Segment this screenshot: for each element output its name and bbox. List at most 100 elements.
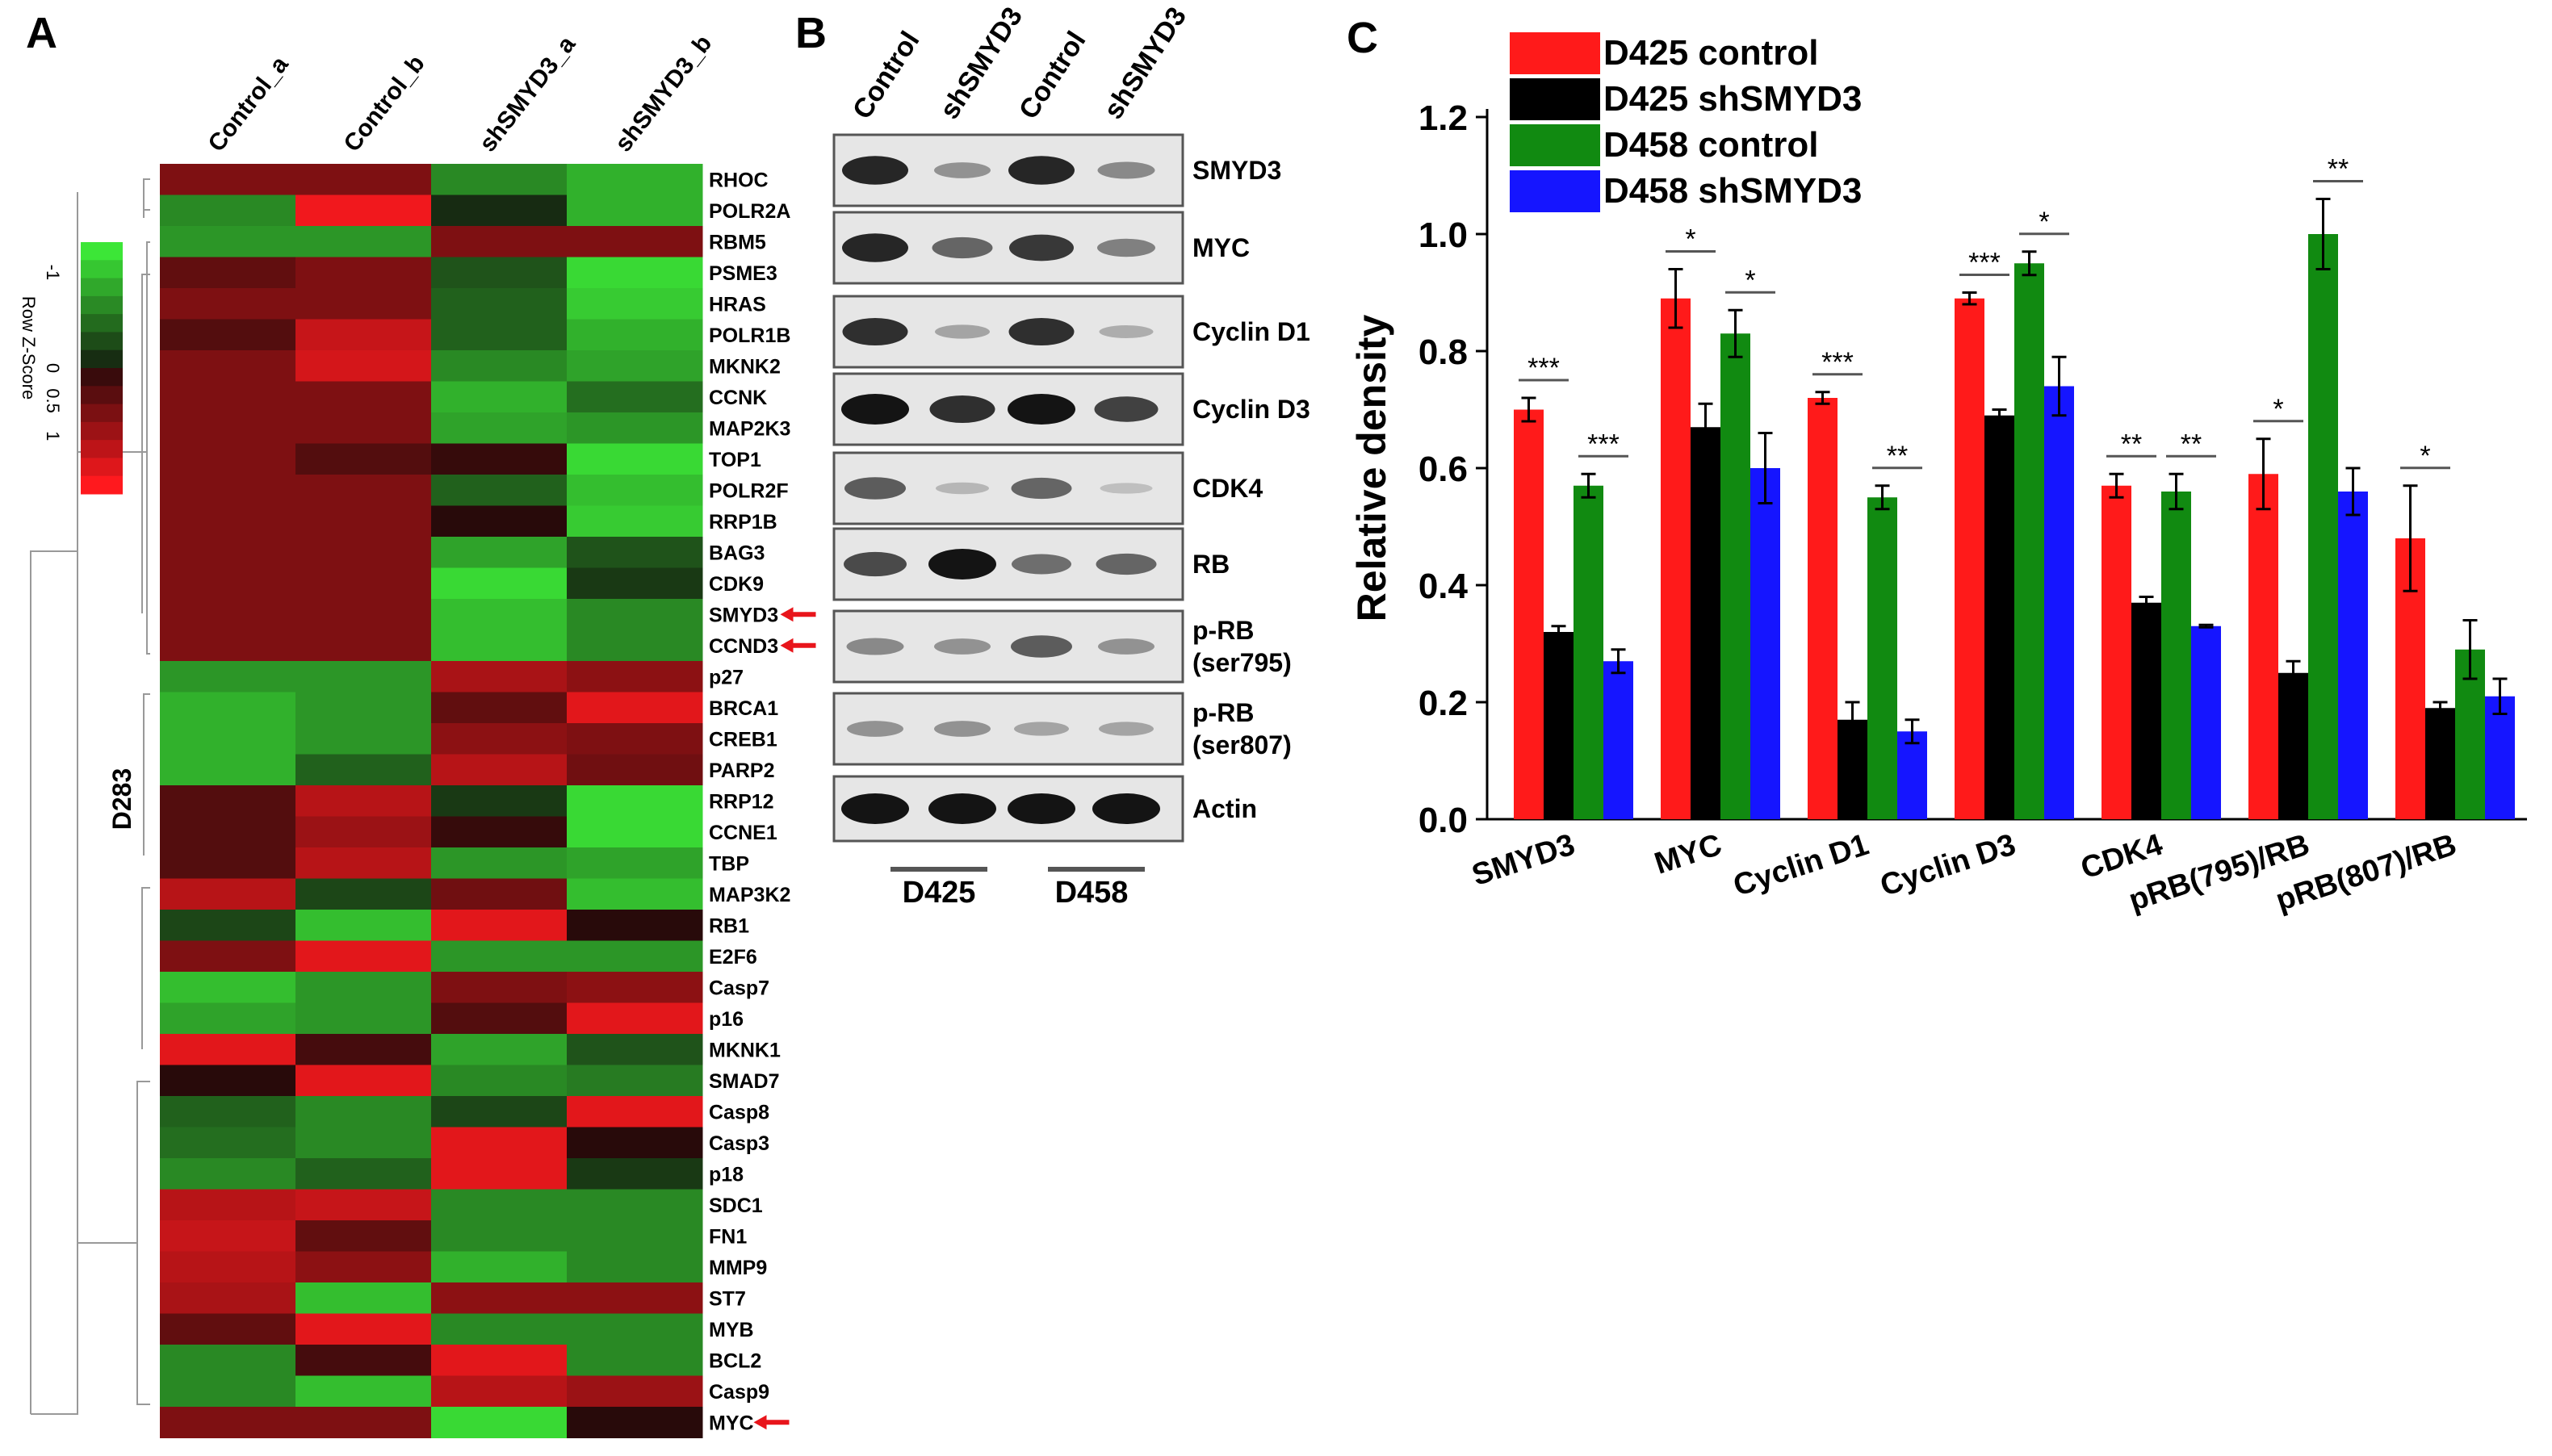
- significance-label: *: [1745, 265, 1755, 295]
- gene-label: HRAS: [709, 293, 766, 316]
- bar: [1720, 333, 1750, 819]
- heatmap-cell: [295, 1158, 432, 1190]
- blot-band: [934, 162, 991, 178]
- blot-band: [1098, 638, 1154, 655]
- panel-label-c: C: [1347, 14, 1378, 62]
- heatmap-cell: [160, 910, 296, 941]
- column-label: Control_b: [339, 50, 430, 157]
- panel-label-a: A: [26, 9, 57, 57]
- significance-label: ***: [1527, 353, 1560, 383]
- legend-label: D425 shSMYD3: [1603, 79, 1862, 119]
- blot-band: [1011, 635, 1072, 658]
- heatmap-cell: [567, 475, 703, 506]
- heatmap-cell: [567, 910, 703, 941]
- heatmap-cell: [431, 381, 568, 413]
- heatmap-cell: [295, 940, 432, 973]
- blot-band: [842, 317, 908, 346]
- heatmap-cell: [160, 1002, 296, 1035]
- heatmap-cell: [160, 972, 296, 1003]
- heatmap-cell: [431, 1220, 568, 1252]
- gene-label: Casp8: [709, 1101, 769, 1123]
- heatmap-cell: [295, 412, 432, 444]
- heatmap-cell: [567, 1158, 703, 1190]
- y-tick-label: 0.0: [1418, 801, 1468, 840]
- significance-label: *: [1685, 224, 1695, 255]
- legend-swatch: [1510, 32, 1600, 74]
- gene-label: Casp7: [709, 977, 769, 999]
- heatmap-cell: [567, 257, 703, 289]
- gene-label: p16: [709, 1008, 744, 1031]
- blot-band: [841, 394, 909, 425]
- heatmap-cell: [431, 1282, 568, 1314]
- heatmap-cell: [567, 226, 703, 257]
- heatmap-cell: [160, 785, 296, 817]
- gene-label: PSME3: [709, 262, 777, 285]
- blot-band: [844, 477, 906, 500]
- bar: [1750, 468, 1780, 819]
- blot-label: Actin: [1192, 794, 1257, 823]
- heatmap-cell: [431, 910, 568, 941]
- bar: [1544, 632, 1574, 819]
- heatmap-cell: [160, 319, 296, 351]
- gene-label: MMP9: [709, 1257, 767, 1279]
- heatmap-cell: [431, 164, 568, 195]
- red-arrow-icon: [780, 607, 816, 622]
- heatmap-cell: [567, 1313, 703, 1345]
- dendrogram-branch: [143, 693, 150, 856]
- heatmap-cell: [160, 195, 296, 227]
- blot-label: CDK4: [1192, 474, 1263, 503]
- heatmap-cell: [295, 1065, 432, 1097]
- heatmap-cell: [431, 505, 568, 538]
- heatmap-cell: [295, 350, 432, 382]
- gene-label: E2F6: [709, 946, 757, 969]
- bar: [1661, 298, 1691, 819]
- heatmap-cell: [567, 567, 703, 600]
- blot-band: [1094, 396, 1159, 422]
- blot-band: [1008, 793, 1075, 824]
- blot-band: [1012, 554, 1071, 575]
- cluster-label: D283: [107, 768, 136, 831]
- heatmap-cell: [431, 1345, 568, 1376]
- heatmap-cell: [567, 723, 703, 755]
- y-tick-label: 1.2: [1418, 98, 1468, 138]
- blot-label: (ser795): [1192, 648, 1292, 677]
- gene-label: RRP1B: [709, 511, 777, 533]
- gene-label: MAP3K2: [709, 884, 790, 906]
- gene-label: BRCA1: [709, 697, 778, 720]
- heatmap-cell: [160, 1407, 296, 1438]
- gene-label: p18: [709, 1163, 744, 1186]
- y-tick-label: 0.8: [1418, 333, 1468, 372]
- heatmap-cell: [160, 1189, 296, 1221]
- bar: [2014, 263, 2044, 819]
- significance-label: **: [2328, 154, 2349, 185]
- heatmap-cell: [160, 443, 296, 475]
- gene-label: MKNK2: [709, 355, 781, 378]
- y-tick-label: 0.4: [1418, 567, 1469, 606]
- heatmap-cell: [295, 847, 432, 879]
- gene-label: CCNK: [709, 387, 767, 409]
- heatmap-cell: [567, 1002, 703, 1035]
- gene-label: ST7: [709, 1287, 746, 1310]
- colorkey-tick: 1: [43, 431, 63, 441]
- colorkey-swatch: [81, 332, 123, 351]
- y-tick-label: 0.6: [1418, 450, 1468, 489]
- gene-label: CDK9: [709, 573, 764, 596]
- x-tick-label: MYC: [1650, 828, 1725, 881]
- heatmap-cell: [295, 1375, 432, 1408]
- significance-label: **: [2181, 429, 2202, 459]
- heatmap-cell: [295, 910, 432, 941]
- heatmap-cell: [567, 164, 703, 195]
- heatmap-cell: [160, 723, 296, 755]
- heatmap-cell: [567, 412, 703, 444]
- blot-band: [932, 236, 993, 259]
- colorkey-swatch: [81, 278, 123, 297]
- heatmap-cell: [567, 1375, 703, 1408]
- heatmap-cell: [160, 164, 296, 195]
- blot-band: [1097, 238, 1155, 257]
- heatmap-cell: [567, 1282, 703, 1314]
- heatmap-cell: [160, 537, 296, 568]
- heatmap-cell: [567, 940, 703, 973]
- heatmap-cell: [295, 661, 432, 692]
- heatmap-cell: [431, 288, 568, 320]
- heatmap-cell: [160, 1065, 296, 1097]
